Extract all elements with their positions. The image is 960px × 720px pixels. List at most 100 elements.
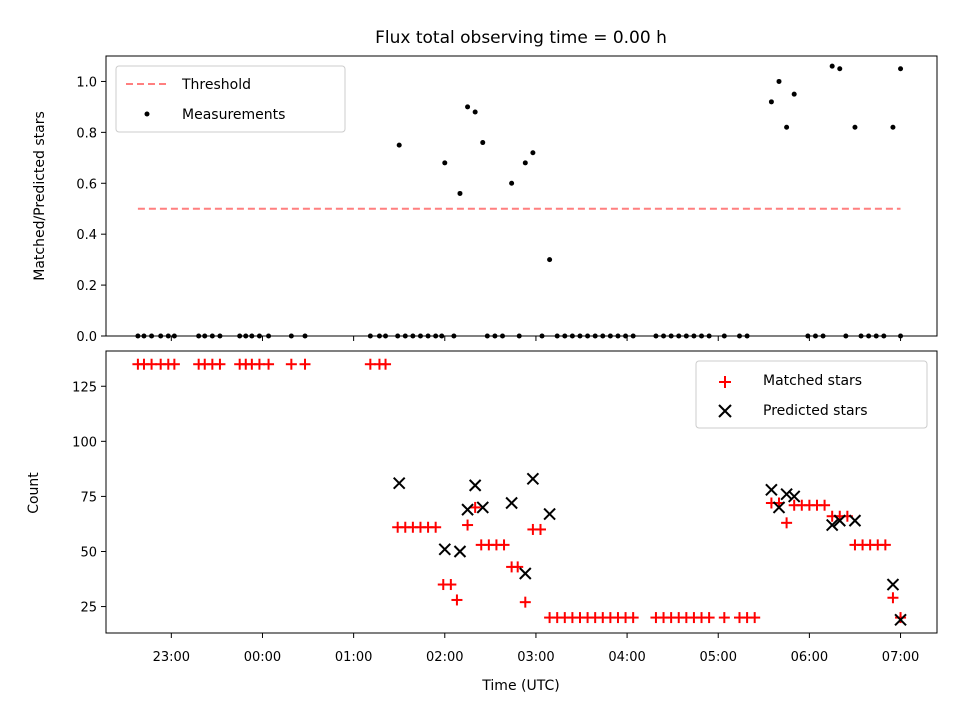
measurement-point [457,190,463,196]
ratio-legend-box [115,65,346,133]
matched-stars-point [430,521,442,533]
count-legend-box [695,360,928,429]
ratio-y-tick-label: 0.8 [76,126,97,141]
predicted-stars-legend-swatch [718,404,732,418]
matched-stars-point [895,612,907,624]
matched-stars-point [749,612,761,624]
matched-stars-point [519,596,531,608]
x-tick-label: 00:00 [244,650,281,665]
matched-stars-point [263,358,275,370]
count-panel-frame [105,350,938,634]
predicted-stars-point [519,567,532,580]
predicted-stars-point [543,507,556,521]
matched-stars-point [168,358,180,370]
x-tick-label: 05:00 [700,650,737,665]
ratio-marks [135,63,904,339]
count-x-axis: 23:00 00:00 01:00 02:00 03:00 04:00 05:00 06:00… [153,633,919,665]
measurement-point [509,180,515,186]
ratio-panel: 0.0 0.2 0.4 0.6 0.8 1.0 Matched/Predicted sta… [32,55,938,345]
ratio-y-tick-label: 0.2 [76,279,97,294]
count-panel: 25 50 75 100 125 23:00 00:00 01:00 02:00 03:00 04… [26,350,938,694]
matched-stars-point [214,358,226,370]
predicted-stars-point [438,543,451,556]
measurement-point [465,104,471,110]
predicted-stars-point [886,578,900,591]
measurement-point [530,150,536,156]
predicted-stars-point [787,490,801,503]
matched-stars-point [380,358,392,370]
measurement-point [472,109,478,115]
count-y-tick-label: 100 [72,435,97,450]
count-y-axis: 25 50 75 100 125 [72,380,106,616]
predicted-stars-point [772,501,786,514]
matched-stars-point [512,561,524,573]
predicted-stars-point [453,545,467,558]
matched-stars-point [534,523,546,535]
measurement-point [768,99,774,105]
ratio-y-axis-label: Matched/Predicted stars [32,111,48,281]
ratio-legend: Threshold Measurements [115,65,346,133]
x-tick-label: 01:00 [335,650,372,665]
x-tick-label: 02:00 [426,650,463,665]
x-tick-label: 23:00 [153,650,190,665]
matched-stars-point [703,612,715,624]
predicted-stars-point [833,514,846,527]
matched-stars-point [627,612,639,624]
count-y-tick-label: 125 [72,380,97,395]
predicted-stars-point [468,479,482,492]
predicted-stars-point [505,496,518,510]
measurement-point [547,257,553,263]
x-tick-label: 07:00 [882,650,919,665]
ratio-y-tick-label: 1.0 [76,75,97,90]
measurement-point [442,160,448,166]
predicted-stars-point [894,613,907,626]
measurement-point [837,66,843,72]
count-y-tick-label: 75 [80,490,97,505]
matched-stars-point [498,539,510,551]
x-tick-label: 03:00 [517,650,554,665]
measurement-point [396,142,402,148]
count-y-tick-label: 25 [80,601,97,616]
count-y-tick-label: 50 [80,545,97,560]
matched-stars-point [887,592,899,604]
measurement-point [776,78,782,84]
predicted-stars-point [848,514,862,527]
measurement-point [522,160,528,166]
ratio-y-axis: 0.0 0.2 0.4 0.6 0.8 1.0 [76,75,106,345]
matched-stars-point [819,499,831,511]
matched-stars-legend-label: Matched stars [763,373,862,389]
matched-stars-point [879,539,891,551]
predicted-stars-point [476,501,489,514]
threshold-legend-label: Threshold [181,77,251,93]
matched-stars-point [445,579,457,591]
predicted-stars-point [461,503,474,516]
matched-stars-point [299,358,311,370]
predicted-stars-point [392,476,406,490]
ratio-y-tick-label: 0.6 [76,177,97,192]
measurement-point [890,124,896,130]
matched-stars-legend-swatch [719,376,731,388]
ratio-y-tick-label: 0.0 [76,330,97,345]
x-axis-label: Time (UTC) [481,678,559,694]
chart-title: Flux total observing time = 0.00 h [375,28,667,48]
measurement-point [784,124,790,130]
measurement-point [852,124,858,130]
ratio-y-tick-label: 0.4 [76,228,97,243]
count-legend: Matched stars Predicted stars [695,360,928,429]
measurements-legend-label: Measurements [182,107,285,123]
measurement-point [791,91,797,97]
ratio-x-ticks [170,336,902,341]
count-marks [132,358,907,626]
ratio-panel-frame [105,55,938,337]
measurement-point [898,66,904,72]
predicted-stars-legend-label: Predicted stars [763,403,868,419]
measurements-legend-swatch [144,111,150,117]
predicted-stars-point [526,472,540,485]
matched-stars-point [462,519,474,531]
matched-stars-point [285,358,297,370]
measurement-point [829,63,835,69]
matched-stars-point [781,517,793,529]
matched-stars-point [451,594,463,606]
matched-stars-point [718,612,730,624]
